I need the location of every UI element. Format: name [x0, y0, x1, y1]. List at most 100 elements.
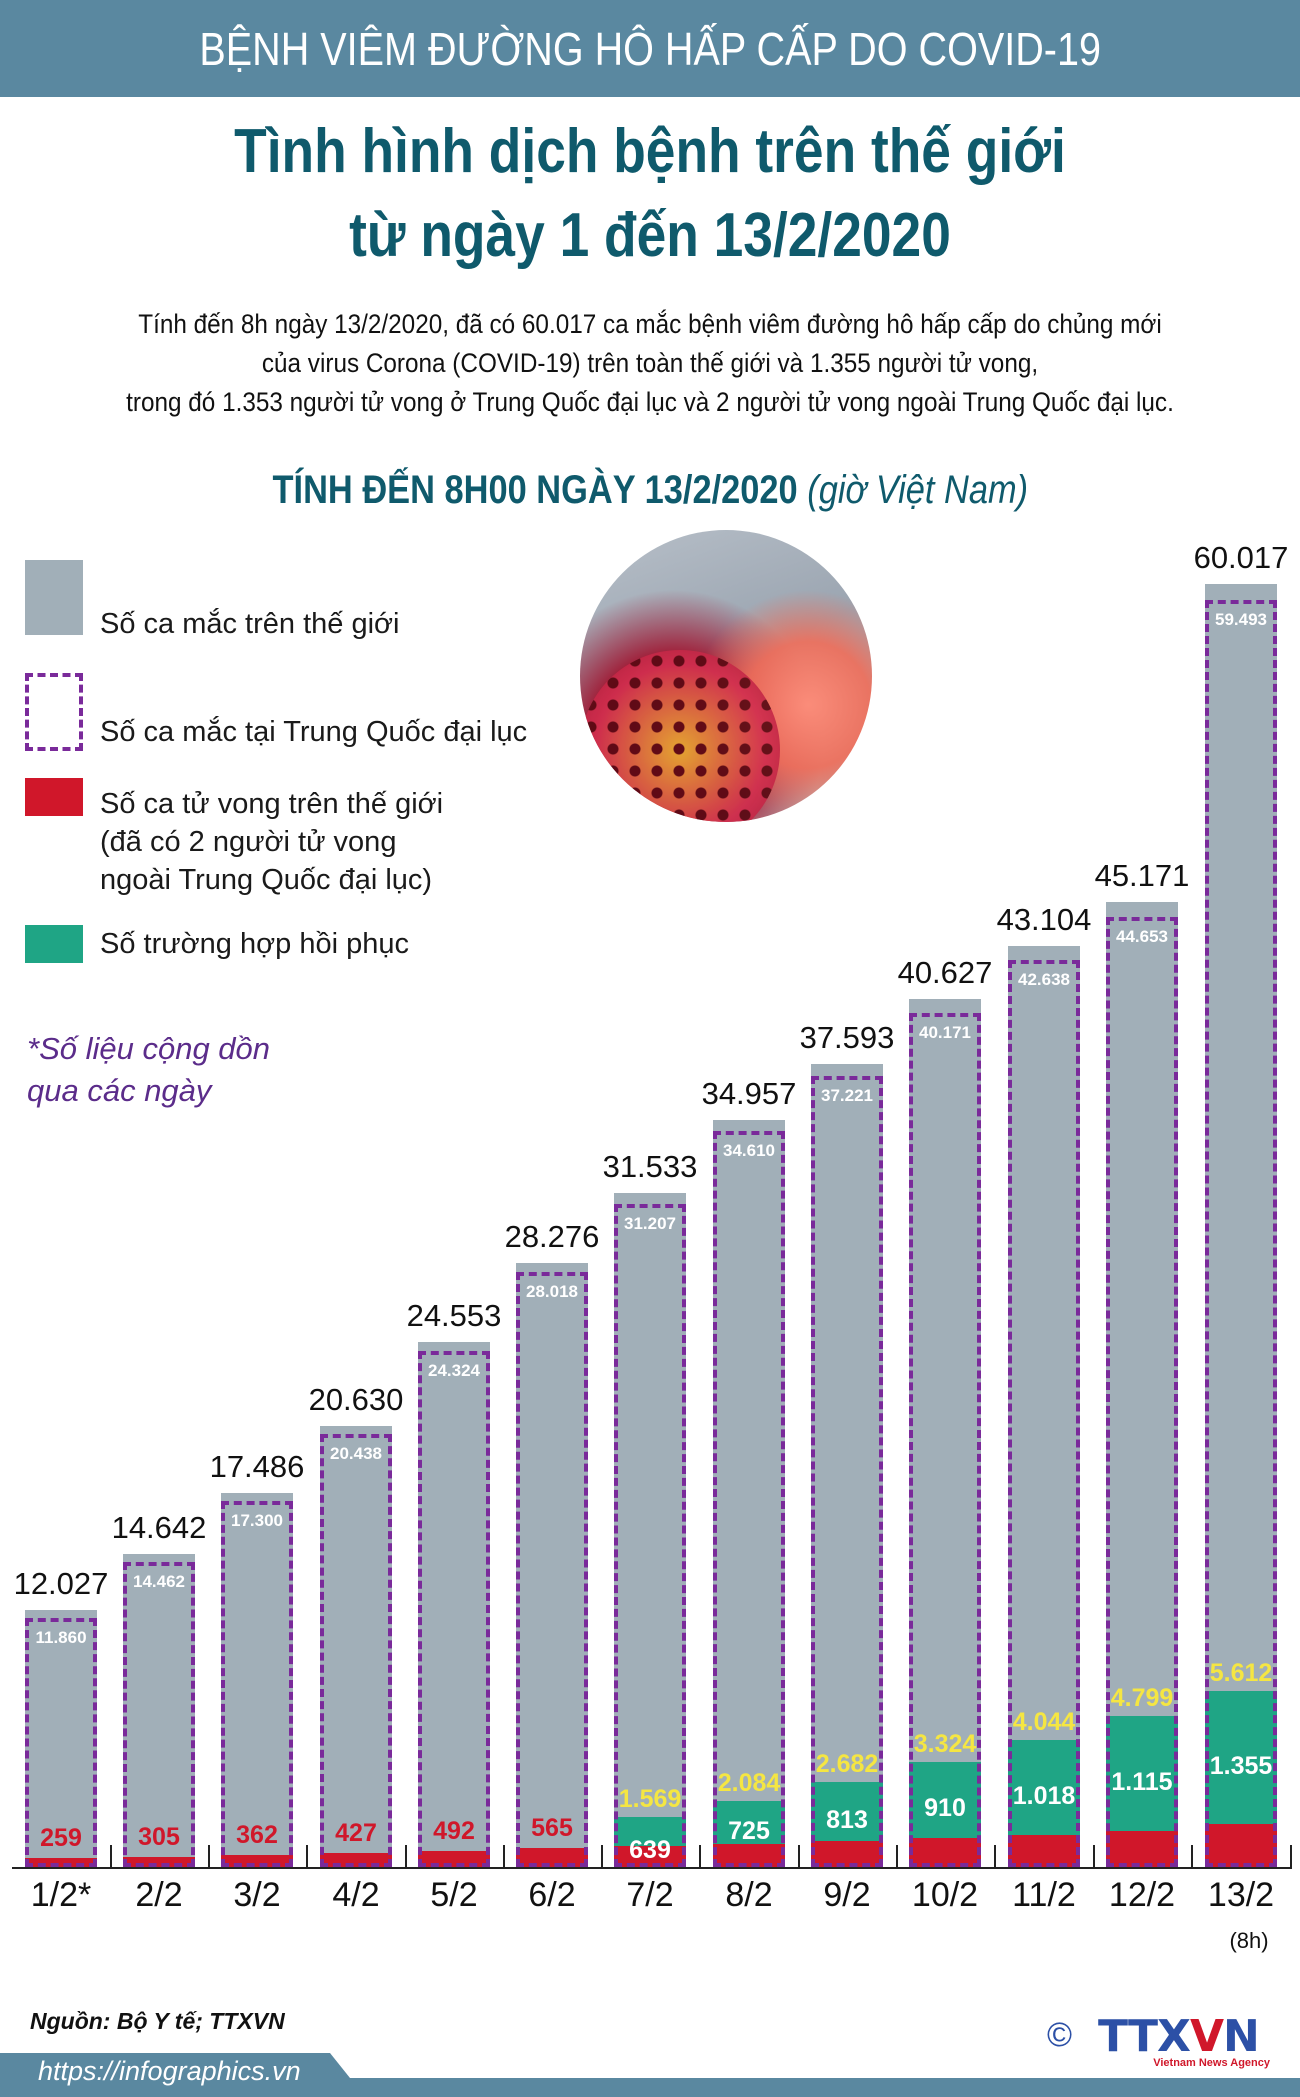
website-link[interactable]: https://infographics.vn [38, 2056, 301, 2086]
deaths-fill [516, 1848, 588, 1867]
x-axis-label: 8/2 [725, 1876, 773, 1914]
logo-text-n: N [1223, 2011, 1260, 2062]
world-cases-fill [811, 1064, 883, 1867]
recovered-fill [1106, 1716, 1178, 1831]
deaths-fill [713, 1844, 785, 1867]
world-cases-label: 20.630 [308, 1382, 404, 1417]
intro-line-2: của virus Corona (COVID-19) trên toàn th… [261, 348, 1039, 378]
recovered-fill [713, 1801, 785, 1844]
x-axis-label: 9/2 [823, 1876, 871, 1914]
china-cases-outline [713, 1131, 785, 1867]
x-axis-label: 11/2 [1012, 1876, 1076, 1914]
source-credit: Nguồn: Bộ Y tế; TTXVN [30, 2008, 285, 2034]
deaths-fill [909, 1838, 981, 1867]
bar-6-2[interactable] [516, 1263, 588, 1867]
x-axis-tick [503, 1845, 505, 1868]
cumulative-note: *Số liệu cộng dồn qua các ngày [27, 1028, 270, 1112]
china-cases-outline [221, 1501, 293, 1867]
legend-label: ngoài Trung Quốc đại lục) [100, 864, 433, 896]
intro-line-3: trong đó 1.353 người tử vong ở Trung Quố… [126, 387, 1174, 417]
topic-header: BỆNH VIÊM ĐƯỜNG HÔ HẤP CẤP DO COVID-19 [0, 0, 1300, 97]
world-cases-fill [418, 1342, 490, 1867]
world-cases-fill [1106, 902, 1178, 1867]
x-axis-label: 6/2 [528, 1876, 576, 1914]
x-axis-tick [896, 1845, 898, 1868]
world-cases-label: 43.104 [996, 902, 1092, 937]
note-line-1: *Số liệu cộng dồn [27, 1031, 271, 1066]
world-cases-fill [123, 1554, 195, 1867]
world-cases-fill [516, 1263, 588, 1867]
ttxvn-logo: TTXVN Vietnam News Agency [1098, 2015, 1270, 2071]
x-axis-tick [1093, 1845, 1095, 1868]
bar-13-2[interactable] [1205, 584, 1277, 1867]
china-cases-outline [1106, 917, 1178, 1867]
x-axis-tick [994, 1845, 996, 1868]
legend-label: Số trường hợp hồi phục [100, 928, 409, 960]
x-axis-label: 10/2 [911, 1876, 979, 1914]
deaths-fill [123, 1857, 195, 1867]
deaths-fill [811, 1841, 883, 1867]
china-cases-outline [811, 1076, 883, 1867]
chart-heading-italic: (giờ Việt Nam) [806, 468, 1028, 512]
world-cases-fill [1205, 584, 1277, 1867]
bar-11-2[interactable] [1008, 946, 1080, 1867]
x-axis-label: 13/2 [1207, 1876, 1275, 1914]
x-axis-label: 4/2 [332, 1876, 380, 1914]
bar-3-2[interactable] [221, 1493, 293, 1867]
title-line-2: từ ngày 1 đến 13/2/2020 [349, 201, 951, 270]
world-cases-label: 31.533 [602, 1149, 698, 1184]
china-cases-outline [418, 1351, 490, 1867]
note-line-2: qua các ngày [27, 1073, 212, 1108]
bar-2-2[interactable] [123, 1554, 195, 1867]
deaths-fill [1205, 1824, 1277, 1867]
world-cases-fill [614, 1193, 686, 1867]
footer-tab [0, 2053, 350, 2097]
world-cases-label: 45.171 [1094, 858, 1190, 893]
deaths-fill [614, 1846, 686, 1867]
world-cases-label: 40.627 [897, 955, 993, 990]
china-cases-swatch-icon [25, 673, 83, 751]
logo-tagline: Vietnam News Agency [1153, 2057, 1270, 2069]
x-axis-tick [601, 1845, 603, 1868]
page-title: Tình hình dịch bệnh trên thế giới từ ngà… [0, 110, 1300, 278]
world-cases-label: 14.642 [111, 1510, 207, 1545]
bar-9-2[interactable] [811, 1064, 883, 1867]
deaths-fill [1008, 1835, 1080, 1867]
china-cases-outline [320, 1434, 392, 1867]
china-cases-outline [614, 1204, 686, 1867]
bar-12-2[interactable] [1106, 902, 1178, 1867]
china-cases-outline [516, 1272, 588, 1867]
bar-5-2[interactable] [418, 1342, 490, 1867]
x-axis-tick [208, 1845, 210, 1868]
bar-7-2[interactable] [614, 1193, 686, 1867]
deaths-fill [1106, 1831, 1178, 1867]
x-axis-label: 7/2 [626, 1876, 674, 1914]
bar-1-2-[interactable] [25, 1610, 97, 1867]
bar-8-2[interactable] [713, 1120, 785, 1867]
x-axis-tick [1290, 1845, 1292, 1868]
world-cases-label: 24.553 [406, 1298, 502, 1333]
world-cases-fill [909, 999, 981, 1867]
x-axis-label: 3/2 [233, 1876, 281, 1914]
world-cases-fill [713, 1120, 785, 1867]
virus-spikes-decoration [580, 650, 780, 822]
legend-label: (đã có 2 người tử vong [100, 826, 397, 858]
world-cases-fill [1008, 946, 1080, 1867]
x-axis-tick [306, 1845, 308, 1868]
recovered-swatch-icon [25, 925, 83, 963]
x-axis-sublabel: (8h) [1229, 1928, 1269, 1953]
copyright-icon: © [1047, 2016, 1073, 2054]
topic-title: BỆNH VIÊM ĐƯỜNG HÔ HẤP CẤP DO COVID-19 [199, 22, 1101, 75]
x-axis-label: 1/2* [30, 1876, 92, 1914]
chart-heading: TÍNH ĐẾN 8H00 NGÀY 13/2/2020 (giờ Việt N… [0, 462, 1300, 518]
world-cases-label: 34.957 [701, 1076, 797, 1111]
recovered-fill [811, 1782, 883, 1841]
title-line-1: Tình hình dịch bệnh trên thế giới [234, 117, 1066, 186]
bar-10-2[interactable] [909, 999, 981, 1867]
x-axis-tick [699, 1845, 701, 1868]
china-cases-outline [909, 1013, 981, 1867]
bar-4-2[interactable] [320, 1426, 392, 1867]
world-cases-label: 17.486 [209, 1449, 305, 1484]
x-axis-line [12, 1867, 1292, 1869]
logo-text-a: TTX [1098, 2011, 1191, 2062]
